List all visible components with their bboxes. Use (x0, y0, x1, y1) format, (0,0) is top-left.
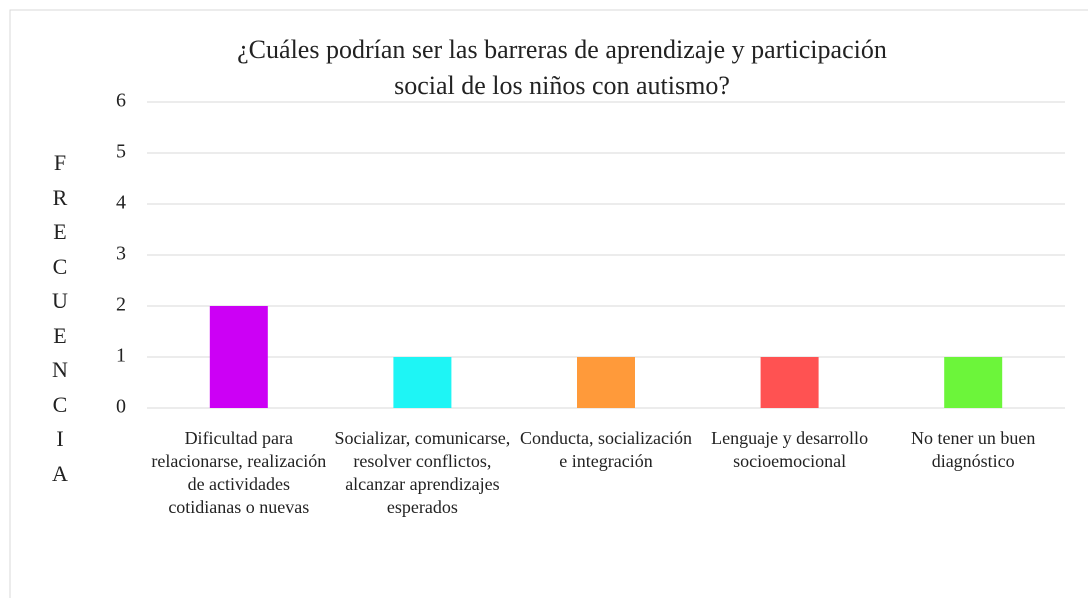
y-tick-label: 4 (116, 192, 126, 214)
x-tick-label: Dificultad para relacionarse, realizació… (151, 428, 327, 517)
bar (209, 306, 268, 408)
y-tick-label: 5 (116, 141, 126, 163)
y-axis-label: FRECUENCIA (52, 150, 68, 486)
x-tick-label: Lenguaje y desarrollo socioemocional (711, 428, 869, 471)
chart-frame (9, 9, 1088, 598)
y-tick-label: 2 (116, 294, 126, 316)
chart-title: social de los niños con autismo? (394, 71, 730, 100)
bar (577, 357, 635, 408)
bar (944, 357, 1003, 408)
x-tick-label: No tener un buen diagnóstico (910, 428, 1036, 471)
x-tick-label: Socializar, comunicarse, resolver confli… (334, 428, 511, 517)
bar (760, 357, 819, 408)
y-tick-label: 1 (116, 345, 126, 367)
chart-title: ¿Cuáles podrían ser las barreras de apre… (237, 35, 887, 64)
x-tick-label: Conducta, socialización e integración (520, 428, 692, 471)
y-tick-label: 0 (116, 396, 126, 418)
y-tick-label: 3 (116, 243, 126, 265)
bar (393, 357, 452, 408)
y-tick-label: 6 (116, 90, 126, 112)
